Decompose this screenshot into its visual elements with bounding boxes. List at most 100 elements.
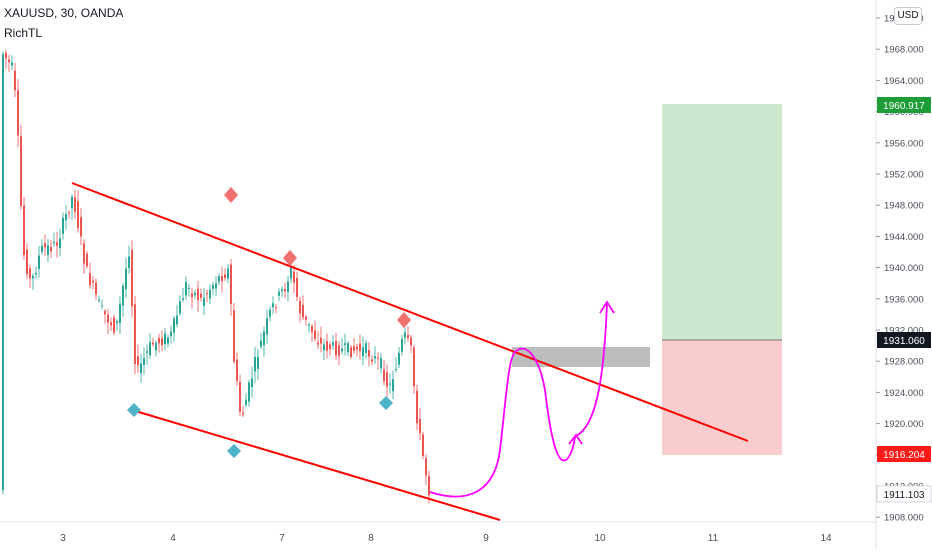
- candle-body: [206, 292, 208, 294]
- candle-body: [425, 458, 427, 476]
- candle-body: [278, 291, 280, 296]
- price-tick-label: 1952.000: [884, 170, 924, 181]
- candle-body: [410, 337, 412, 346]
- time-tick-label: 10: [594, 533, 606, 544]
- lower-trendline[interactable]: [131, 409, 501, 521]
- candle-body: [341, 348, 343, 352]
- candle-body: [383, 369, 385, 382]
- candle-body: [284, 289, 286, 292]
- candle-body: [266, 318, 268, 335]
- pivot-markers: [127, 187, 411, 458]
- candle-body: [347, 343, 349, 353]
- pivot-low-marker: [227, 444, 241, 458]
- candle-body: [197, 288, 199, 301]
- candle-body: [17, 90, 19, 136]
- candle-body: [389, 383, 391, 385]
- candle-body: [290, 266, 292, 279]
- candle-body: [365, 343, 367, 353]
- candle-body: [53, 241, 55, 244]
- candle-body: [332, 342, 334, 346]
- candle-body: [344, 343, 346, 345]
- price-tick-label: 1936.000: [884, 294, 924, 305]
- candle-body: [302, 304, 304, 318]
- candle-body: [374, 356, 376, 359]
- projected-arrowhead-low: [568, 433, 583, 445]
- svg-text:1960.917: 1960.917: [883, 101, 925, 112]
- candle-body: [428, 476, 430, 496]
- price-axis[interactable]: 1972.0001968.0001964.0001960.0001956.000…: [875, 0, 924, 550]
- time-axis[interactable]: 3 4 7 8 9 10 11 14: [0, 521, 876, 544]
- target-zone[interactable]: [662, 104, 782, 340]
- candle-body: [2, 54, 4, 490]
- candle-body: [359, 343, 361, 351]
- candle-body: [77, 201, 79, 228]
- candle-body: [218, 276, 220, 282]
- price-label-stop: 1916.204: [877, 446, 931, 462]
- price-tick-label: 1920.000: [884, 419, 924, 430]
- candle-body: [50, 246, 52, 252]
- candle-body: [209, 289, 211, 299]
- candle-body: [128, 256, 130, 268]
- candle-body: [356, 346, 358, 350]
- price-tick-label: 1932.000: [884, 326, 924, 337]
- indicator-name[interactable]: RichTL: [4, 26, 43, 40]
- candle-body: [236, 359, 238, 381]
- candle-body: [407, 334, 409, 339]
- candle-body: [194, 292, 196, 296]
- price-tick-label: 1908.000: [884, 513, 924, 524]
- pivot-high-marker: [397, 312, 411, 328]
- candle-body: [89, 273, 91, 286]
- candle-body: [326, 341, 328, 351]
- candle-body: [227, 268, 229, 279]
- svg-text:1931.060: 1931.060: [883, 336, 925, 347]
- candle-body: [80, 217, 82, 237]
- candle-body: [62, 217, 64, 234]
- candle-body: [392, 379, 394, 392]
- projected-path[interactable]: [429, 302, 608, 498]
- candle-body: [47, 245, 49, 256]
- candle-body: [179, 301, 181, 314]
- candle-body: [260, 340, 262, 347]
- candle-body: [26, 249, 28, 275]
- candle-body: [83, 243, 85, 264]
- candle-body: [203, 297, 205, 306]
- time-tick-label: 7: [279, 533, 285, 544]
- candle-body: [95, 282, 97, 295]
- candlestick-series: [2, 49, 430, 504]
- time-tick-label: 9: [483, 533, 489, 544]
- candle-body: [239, 382, 241, 412]
- candle-body: [257, 356, 259, 369]
- candle-body: [35, 272, 37, 275]
- candle-body: [251, 378, 253, 388]
- candle-body: [107, 314, 109, 323]
- candle-body: [161, 338, 163, 346]
- price-tick-label: 1956.000: [884, 138, 924, 149]
- candle-body: [323, 344, 325, 351]
- candle-body: [137, 356, 139, 366]
- candle-body: [422, 434, 424, 457]
- candle-body: [233, 310, 235, 362]
- candle-body: [74, 197, 76, 212]
- candle-body: [395, 369, 397, 371]
- candle-body: [167, 337, 169, 344]
- candle-body: [14, 70, 16, 91]
- candle-body: [281, 289, 283, 292]
- currency-badge[interactable]: USD: [894, 7, 922, 25]
- candle-body: [116, 321, 118, 323]
- time-tick-label: 8: [368, 533, 374, 544]
- pivot-high-marker: [283, 250, 297, 266]
- candle-body: [335, 341, 337, 356]
- candle-body: [416, 390, 418, 424]
- time-tick-label: 11: [708, 533, 719, 544]
- candle-body: [149, 342, 151, 356]
- upper-trendline[interactable]: [71, 182, 749, 442]
- candle-body: [143, 358, 145, 366]
- candle-body: [269, 309, 271, 317]
- candle-body: [293, 271, 295, 283]
- entry-zone-box[interactable]: [512, 347, 650, 367]
- candle-body: [110, 322, 112, 326]
- candle-body: [200, 293, 202, 298]
- stop-zone[interactable]: [662, 340, 782, 455]
- candle-body: [401, 339, 403, 352]
